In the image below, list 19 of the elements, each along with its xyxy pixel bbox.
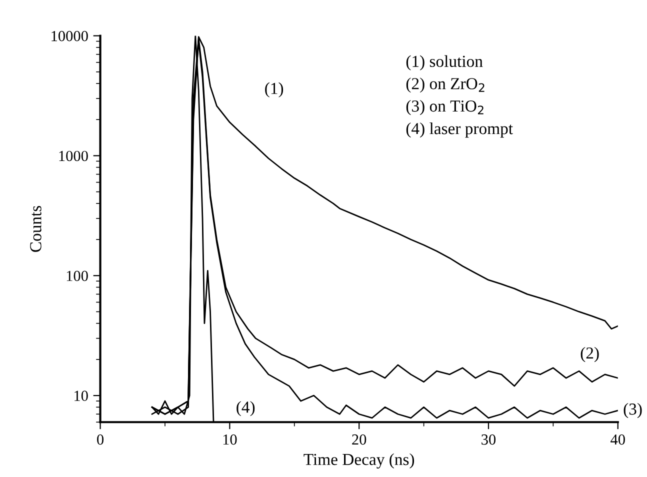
x-tick-label: 20 (352, 434, 366, 445)
y-tick-label: 1000 (59, 150, 88, 162)
series-label: (3) (624, 402, 642, 418)
text: (1) (265, 82, 284, 98)
y-axis-title: Counts (30, 206, 42, 252)
y-tick-label: 10 (74, 390, 88, 401)
y-tick-label: 100 (66, 270, 88, 282)
x-tick-label: 0 (97, 434, 104, 445)
series-label: (4) (236, 401, 255, 416)
x-axis-title: Time Decay (ns) (304, 453, 414, 469)
y-tick-label: 10000 (52, 30, 88, 42)
annotation: (2) on ZrO$_{2}$ (406, 78, 484, 93)
annotation: (4) laser prompt (406, 122, 513, 138)
x-tick-label: 40 (610, 434, 625, 445)
annotation: (3) on TiO$_{2}$ (406, 100, 484, 116)
x-tick-label: 10 (223, 434, 237, 445)
x-tick-label: 30 (482, 434, 496, 445)
series-label: (2) (580, 346, 599, 362)
annotation: (1) solution (406, 55, 483, 70)
